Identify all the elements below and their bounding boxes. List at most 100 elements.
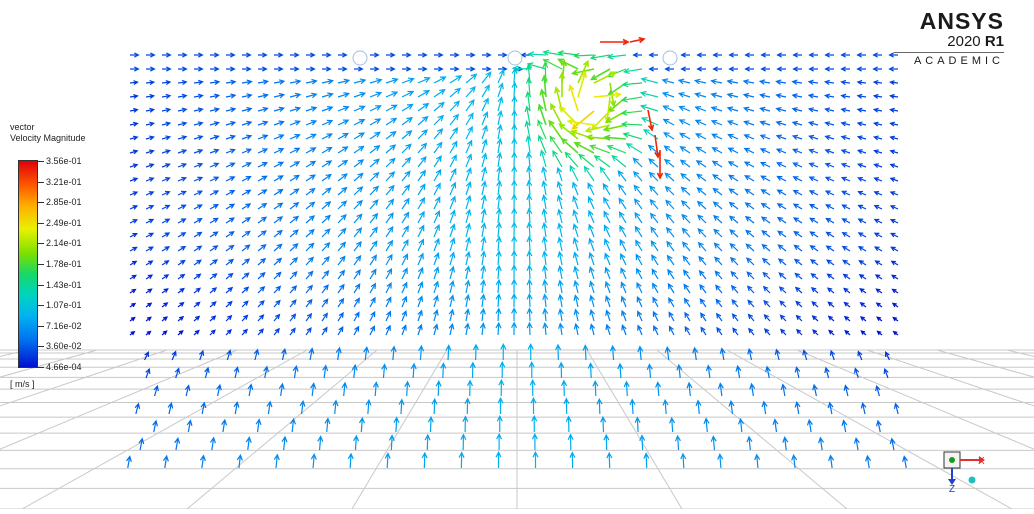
velocity-vector — [812, 329, 819, 336]
velocity-vector — [245, 436, 252, 451]
velocity-vector — [337, 326, 344, 336]
velocity-vector — [225, 79, 237, 85]
velocity-vector — [465, 125, 473, 140]
velocity-vector — [876, 330, 883, 336]
velocity-vector — [321, 228, 331, 238]
velocity-vector — [322, 66, 332, 72]
velocity-vector — [589, 144, 611, 154]
velocity-vector — [448, 294, 455, 308]
velocity-vector — [161, 149, 172, 155]
velocity-vector — [825, 231, 835, 238]
velocity-vector — [776, 52, 786, 58]
velocity-vector — [353, 105, 366, 112]
velocity-vector — [873, 149, 883, 155]
velocity-vector — [557, 222, 563, 238]
velocity-vector — [322, 52, 332, 58]
velocity-vector — [873, 135, 883, 141]
velocity-vector — [511, 165, 518, 182]
velocity-vector — [794, 366, 801, 379]
velocity-vector — [572, 181, 579, 196]
velocity-vector — [450, 66, 460, 72]
grid-line — [0, 349, 168, 407]
velocity-vector — [664, 172, 675, 182]
velocity-vector — [305, 284, 314, 294]
velocity-vector — [480, 208, 487, 224]
velocity-vector — [840, 176, 851, 182]
velocity-vector — [497, 68, 505, 84]
velocity-vector — [694, 105, 707, 112]
velocity-vector — [872, 79, 883, 86]
velocity-vector — [385, 324, 391, 336]
velocity-vector — [674, 434, 681, 451]
velocity-vector — [401, 253, 409, 266]
velocity-vector — [890, 246, 899, 252]
velocity-vector — [794, 400, 801, 415]
velocity-vector — [808, 203, 819, 210]
velocity-vector — [742, 92, 755, 99]
velocity-vector — [354, 66, 364, 72]
velocity-vector — [772, 418, 779, 433]
velocity-vector — [539, 149, 547, 168]
velocity-vector — [161, 163, 171, 168]
velocity-vector — [606, 451, 613, 469]
velocity-vector — [620, 252, 627, 266]
velocity-vector — [573, 52, 595, 59]
velocity-vector — [353, 91, 367, 98]
axis-triad-icon[interactable]: X Z — [935, 445, 995, 495]
velocity-vector — [856, 107, 867, 113]
color-legend-bar[interactable] — [18, 160, 38, 368]
velocity-vector — [639, 90, 659, 98]
velocity-vector — [385, 144, 397, 154]
velocity-vector — [550, 102, 563, 126]
velocity-vector — [225, 231, 235, 238]
velocity-vector — [713, 228, 723, 238]
velocity-vector — [417, 224, 425, 238]
velocity-vector — [604, 266, 611, 280]
velocity-vector — [572, 222, 579, 238]
velocity-vector — [177, 204, 187, 210]
velocity-vector — [495, 235, 502, 252]
velocity-vector — [698, 269, 707, 280]
velocity-vector — [221, 418, 228, 433]
legend-tick — [38, 181, 44, 183]
velocity-vector — [605, 323, 611, 336]
velocity-vector — [289, 243, 299, 252]
velocity-vector — [885, 350, 890, 361]
velocity-vector — [874, 274, 883, 280]
velocity-vector — [241, 272, 250, 280]
velocity-vector — [629, 36, 646, 44]
velocity-vector — [764, 328, 771, 336]
velocity-vector — [469, 361, 476, 379]
velocity-vector — [337, 255, 346, 266]
velocity-vector — [604, 295, 611, 308]
velocity-vector — [465, 73, 478, 84]
velocity-vector — [777, 230, 787, 238]
velocity-vector — [665, 199, 675, 210]
velocity-vector — [161, 218, 171, 224]
velocity-vector — [557, 50, 579, 57]
velocity-vector — [273, 229, 283, 238]
velocity-vector — [306, 52, 316, 58]
velocity-vector — [417, 169, 427, 182]
velocity-vector — [856, 52, 866, 58]
velocity-vector — [448, 308, 455, 322]
velocity-vector — [144, 350, 149, 361]
velocity-vector — [321, 284, 329, 294]
velocity-vector — [385, 77, 399, 84]
velocity-vector — [664, 185, 675, 196]
velocity-vector — [639, 104, 659, 112]
velocity-vector — [401, 77, 415, 84]
velocity-vector — [680, 186, 691, 196]
velocity-vector — [129, 149, 139, 155]
velocity-vector — [777, 244, 787, 252]
legend-tick — [38, 367, 44, 368]
velocity-vector — [558, 322, 564, 336]
velocity-vector — [542, 49, 563, 56]
velocity-vector — [890, 260, 899, 266]
velocity-vector — [145, 218, 155, 224]
velocity-vector — [198, 349, 205, 361]
velocity-vector — [209, 79, 221, 85]
z-axis-label: Z — [949, 484, 955, 495]
velocity-vector — [480, 279, 487, 294]
